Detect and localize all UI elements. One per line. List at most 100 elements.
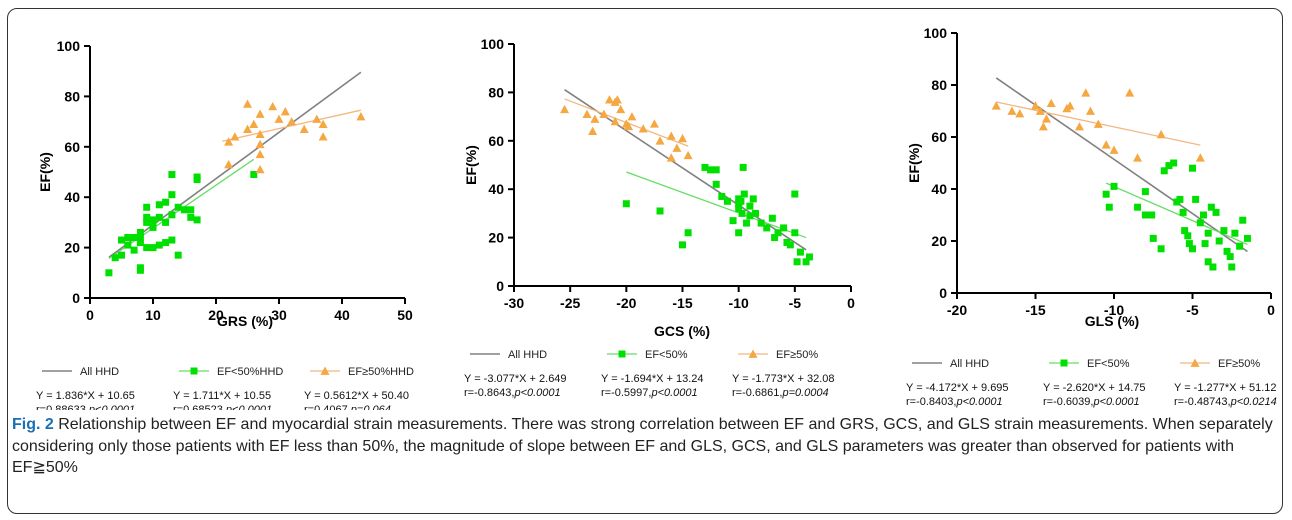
chart2-point-low — [793, 258, 801, 266]
chart2-point-low — [718, 192, 726, 200]
chart3-point-low — [1102, 190, 1110, 198]
chart3-point-low — [1105, 203, 1113, 211]
chart1-y-tick-label: 100 — [57, 38, 81, 54]
chart2-point-high — [599, 109, 609, 119]
caption-figure-label: Fig. 2 — [12, 416, 54, 433]
chart1-point-high — [224, 159, 234, 169]
chart2-point-low — [786, 241, 794, 249]
chart3-point-low — [1179, 208, 1187, 216]
chart3-point-low — [1223, 247, 1231, 255]
chart3-point-high — [991, 101, 1001, 110]
chart3-y-axis-title: EF(%) — [906, 143, 922, 183]
chart2-point-low — [763, 224, 771, 232]
chart1-legend-low-marker — [190, 367, 198, 375]
chart2-point-low — [622, 200, 630, 208]
chart2-p-value-0: p<0.0001 — [513, 387, 560, 399]
chart3-equation-2: Y = -1.277*X + 51.12 — [1174, 382, 1277, 394]
chart3-point-low — [1199, 211, 1207, 219]
chart1-y-tick-label: 40 — [64, 189, 80, 205]
chart3-point-low — [1185, 240, 1193, 248]
chart3-point-low — [1239, 216, 1247, 224]
chart1-y-tick-label: 0 — [72, 290, 80, 306]
chart3-point-low — [1141, 211, 1149, 219]
chart1-point-low — [143, 218, 151, 226]
chart1-point-high — [255, 139, 265, 149]
chart2-point-low — [739, 163, 747, 171]
chart1-x-tick-label: 20 — [208, 307, 224, 323]
chart2-point-high — [624, 121, 634, 131]
chart1-fit-line-all — [108, 71, 362, 258]
chart1-point-low — [136, 228, 144, 236]
chart1-point-low — [130, 234, 138, 242]
chart3-legend-high-label: EF≥50% — [1218, 358, 1260, 370]
chart3-point-high — [1007, 106, 1017, 115]
chart2-p-value-1: p<0.0001 — [650, 387, 697, 399]
chart3-x-tick-label: -10 — [1104, 302, 1124, 318]
chart3-y-tick-label: 100 — [924, 25, 948, 41]
chart3-point-high — [1101, 140, 1111, 149]
chart3-p-value-2: p<0.0214 — [1230, 396, 1277, 408]
chart2-legend-all-label: All HHD — [508, 349, 547, 361]
chart1-r-value-1: r=0.68523,p<0.0001 — [173, 404, 272, 410]
chart2-point-high — [627, 112, 637, 121]
chart2-r-value-1: r=-0.5997,p<0.0001 — [601, 387, 698, 399]
chart3-point-high — [1015, 109, 1025, 118]
chart1-y-tick-label: 20 — [64, 240, 80, 256]
chart1-point-high — [255, 129, 265, 139]
chart2-point-high — [666, 131, 676, 140]
chart1-legend-low-label: EF<50%HHD — [217, 366, 283, 378]
chart2-point-high — [678, 133, 687, 143]
chart1-point-high — [243, 124, 252, 133]
chart1-p-value-0: p<0.0001 — [88, 404, 135, 410]
chart3-legend-low-label: EF<50% — [1087, 358, 1130, 370]
chart3-x-tick-label: 0 — [1267, 302, 1275, 318]
chart1-point-low — [130, 246, 138, 254]
chart3-point-high — [1156, 129, 1166, 139]
chart2-point-high — [655, 136, 665, 145]
chart2-point-high — [649, 119, 659, 128]
chart1-legend-all-label: All HHD — [80, 366, 119, 378]
chart2-point-low — [746, 212, 754, 220]
chart3-point-high — [1133, 153, 1143, 162]
chart1-equation-0: Y = 1.836*X + 10.65 — [36, 390, 135, 402]
chart1-point-high — [318, 132, 328, 141]
chart3-point-low — [1231, 229, 1239, 237]
chart3-point-low — [1134, 203, 1142, 211]
chart3-point-low — [1160, 167, 1168, 175]
chart2-point-low — [791, 190, 799, 198]
chart3-point-low — [1204, 258, 1212, 266]
chart2-point-low — [752, 209, 760, 217]
chart1-point-low — [118, 251, 125, 259]
chart2-point-high — [610, 116, 620, 126]
chart2-point-low — [774, 229, 782, 237]
chart1-point-high — [255, 149, 265, 159]
chart2-x-tick-label: -20 — [616, 295, 636, 311]
chart3-point-high — [1065, 101, 1075, 110]
chart3-p-value-0: p<0.0001 — [955, 396, 1002, 408]
chart2-r-value-2: r=-0.6861,p=0.0004 — [732, 387, 829, 399]
chart1-point-low — [155, 241, 163, 249]
chart2-y-tick-label: 60 — [488, 133, 504, 149]
chart1-point-low — [162, 198, 170, 206]
chart2-y-tick-label: 0 — [496, 278, 504, 294]
chart3-point-low — [1226, 253, 1234, 261]
chart1-legend-high-label: EF≥50%HHD — [348, 366, 414, 378]
chart2-point-low — [656, 207, 664, 215]
chart3-point-low — [1207, 203, 1215, 211]
chart3-point-low — [1236, 242, 1244, 250]
chart2-point-high — [666, 153, 676, 162]
chart2-p-value-2: p=0.0004 — [781, 387, 828, 399]
chart3-fit-line-all — [995, 77, 1248, 253]
chart3-equation-0: Y = -4.172*X + 9.695 — [906, 382, 1009, 394]
chart3-r-value-2: r=-0.48743,p<0.0214 — [1174, 396, 1277, 408]
chart1-y-tick-label: 60 — [64, 139, 80, 155]
chart1-point-low — [155, 213, 163, 221]
charts-canvas: 0 20 40 60 80 100 0 10 20 30 40 50 GRS (%) EF(%) All H… — [36, 25, 1277, 410]
chart1-fit-line-high — [222, 109, 362, 142]
chart2-y-axis-title: EF(%) — [463, 145, 479, 185]
chart1-point-high — [356, 112, 366, 121]
chart2-y-tick-label: 100 — [481, 36, 505, 52]
chart3-y-tick-label: 80 — [931, 77, 947, 93]
chart2-point-low — [738, 209, 746, 217]
chart3-point-low — [1149, 234, 1157, 242]
